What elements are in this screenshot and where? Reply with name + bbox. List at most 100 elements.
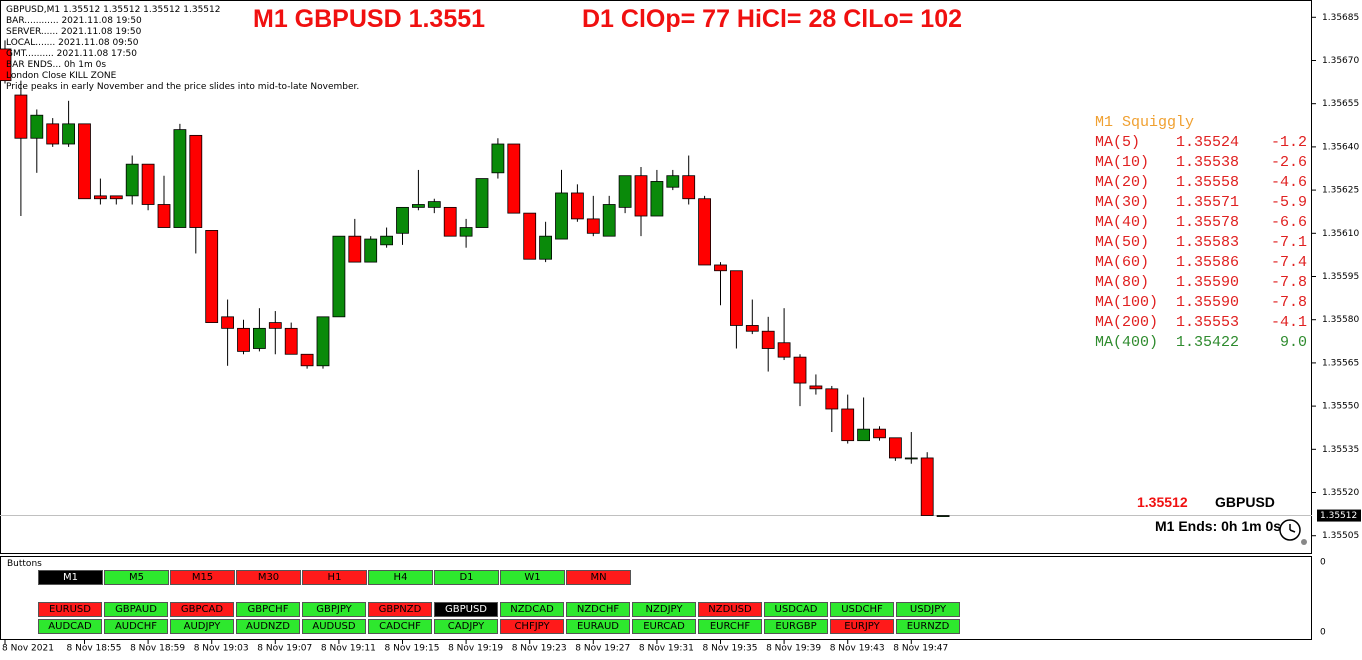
x-tick-label: 8 Nov 19:19	[448, 644, 503, 654]
ma-name: MA(60)	[1095, 254, 1150, 271]
button[interactable]: EURUSD	[38, 602, 102, 617]
ma-value: 1.35586	[1176, 254, 1240, 271]
candle-body	[634, 175, 648, 217]
button[interactable]: NZDJPY	[632, 602, 696, 617]
ma-value: 1.35553	[1176, 314, 1240, 331]
candle-body	[0, 48, 12, 82]
x-tick-label: 8 Nov 19:43	[830, 644, 885, 654]
button[interactable]: M1	[38, 570, 103, 585]
x-tick-label: 8 Nov 18:55	[67, 644, 122, 654]
ma-name: MA(10)	[1095, 154, 1150, 171]
candle-body	[730, 270, 743, 326]
candle-body	[777, 342, 791, 358]
y-tick-label: 1.35685	[1322, 13, 1359, 23]
button[interactable]: USDJPY	[896, 602, 960, 617]
candle-body	[94, 195, 107, 200]
candle-body	[523, 212, 537, 260]
button[interactable]: GBPAUD	[104, 602, 168, 617]
button[interactable]: MN	[566, 570, 631, 585]
button[interactable]: AUDCHF	[104, 619, 168, 634]
info-block: BAR............ 2021.11.08 19:50 SERVER..…	[6, 16, 359, 93]
candle-body	[396, 206, 409, 234]
info-line: London Close KILL ZONE	[6, 71, 117, 81]
ma-row: MA(400) 1.35422 9.0	[1095, 334, 1307, 354]
bar-ends: M1 Ends: 0h 1m 0s	[1155, 518, 1282, 534]
candle-body	[46, 123, 60, 145]
ma-title: M1 Squiggly	[1095, 114, 1195, 131]
ma-value: 1.35583	[1176, 234, 1240, 251]
button[interactable]: H1	[302, 570, 367, 585]
button[interactable]: D1	[434, 570, 499, 585]
button[interactable]: W1	[500, 570, 565, 585]
button[interactable]: M30	[236, 570, 301, 585]
ma-change: -4.1	[1270, 314, 1307, 331]
ma-value: 1.35422	[1176, 334, 1240, 351]
button[interactable]: GBPCHF	[236, 602, 300, 617]
candle-body	[904, 457, 918, 460]
candle-body	[30, 114, 44, 139]
ma-change: -7.8	[1270, 274, 1307, 291]
candle-body	[889, 437, 902, 459]
ma-row: MA(100) 1.35590 -7.8	[1095, 294, 1307, 314]
info-line: BAR............ 2021.11.08 19:50	[6, 16, 142, 26]
button[interactable]: GBPUSD	[434, 602, 498, 617]
headline-left: M1 GBPUSD 1.3551	[253, 5, 486, 33]
candle-body	[332, 235, 346, 318]
candle-body	[109, 195, 123, 200]
candle-body	[300, 353, 314, 367]
candle-body	[491, 143, 505, 174]
button[interactable]: CADCHF	[368, 619, 432, 634]
ma-value: 1.35590	[1176, 274, 1240, 291]
candle-body	[571, 192, 584, 220]
button[interactable]: M15	[170, 570, 235, 585]
candle-body	[809, 385, 823, 390]
button[interactable]: CADJPY	[434, 619, 498, 634]
y-tick-label: 1.35565	[1322, 358, 1359, 368]
subwindow-title: Buttons	[7, 559, 42, 569]
ma-value: 1.35578	[1176, 214, 1240, 231]
candle-body	[205, 230, 219, 323]
candle-body	[284, 327, 298, 355]
ma-change: -6.6	[1270, 214, 1307, 231]
button[interactable]: M5	[104, 570, 169, 585]
button[interactable]: AUDNZD	[236, 619, 300, 634]
candle-body	[125, 163, 139, 197]
candle-body	[316, 316, 330, 367]
x-tick-label: 8 Nov 19:03	[194, 644, 249, 654]
button[interactable]: H4	[368, 570, 433, 585]
subwindow-frame	[0, 556, 1312, 640]
price-tag	[1317, 509, 1361, 522]
ma-change: -5.9	[1270, 194, 1307, 211]
y-tick-label: 1.35655	[1322, 99, 1359, 109]
button[interactable]: CHFJPY	[500, 619, 564, 634]
button[interactable]: NZDCHF	[566, 602, 630, 617]
button[interactable]: AUDJPY	[170, 619, 234, 634]
y-tick-label: 1.35670	[1322, 56, 1359, 66]
candle-body	[857, 428, 870, 442]
candle-body	[14, 94, 28, 139]
button[interactable]: EURCAD	[632, 619, 696, 634]
button[interactable]: GBPJPY	[302, 602, 366, 617]
button[interactable]: AUDCAD	[38, 619, 102, 634]
candle-body	[793, 356, 807, 384]
button[interactable]: EURCHF	[698, 619, 762, 634]
ma-name: MA(5)	[1095, 134, 1141, 151]
button[interactable]: AUDUSD	[302, 619, 366, 634]
button[interactable]: GBPNZD	[368, 602, 432, 617]
button[interactable]: EURNZD	[896, 619, 960, 634]
symbol-info: GBPUSD,M1 1.35512 1.35512 1.35512 1.3551…	[6, 5, 221, 15]
candle-body	[714, 264, 727, 272]
button[interactable]: NZDUSD	[698, 602, 762, 617]
button[interactable]: EURJPY	[830, 619, 894, 634]
candle-body	[825, 388, 839, 410]
button[interactable]: GBPCAD	[170, 602, 234, 617]
candle-body	[873, 428, 886, 439]
ma-name: MA(20)	[1095, 174, 1150, 191]
button[interactable]: EURAUD	[566, 619, 630, 634]
candle-body	[761, 330, 775, 349]
button[interactable]: EURGBP	[764, 619, 828, 634]
button[interactable]: USDCAD	[764, 602, 828, 617]
button[interactable]: USDCHF	[830, 602, 894, 617]
button[interactable]: NZDCAD	[500, 602, 564, 617]
